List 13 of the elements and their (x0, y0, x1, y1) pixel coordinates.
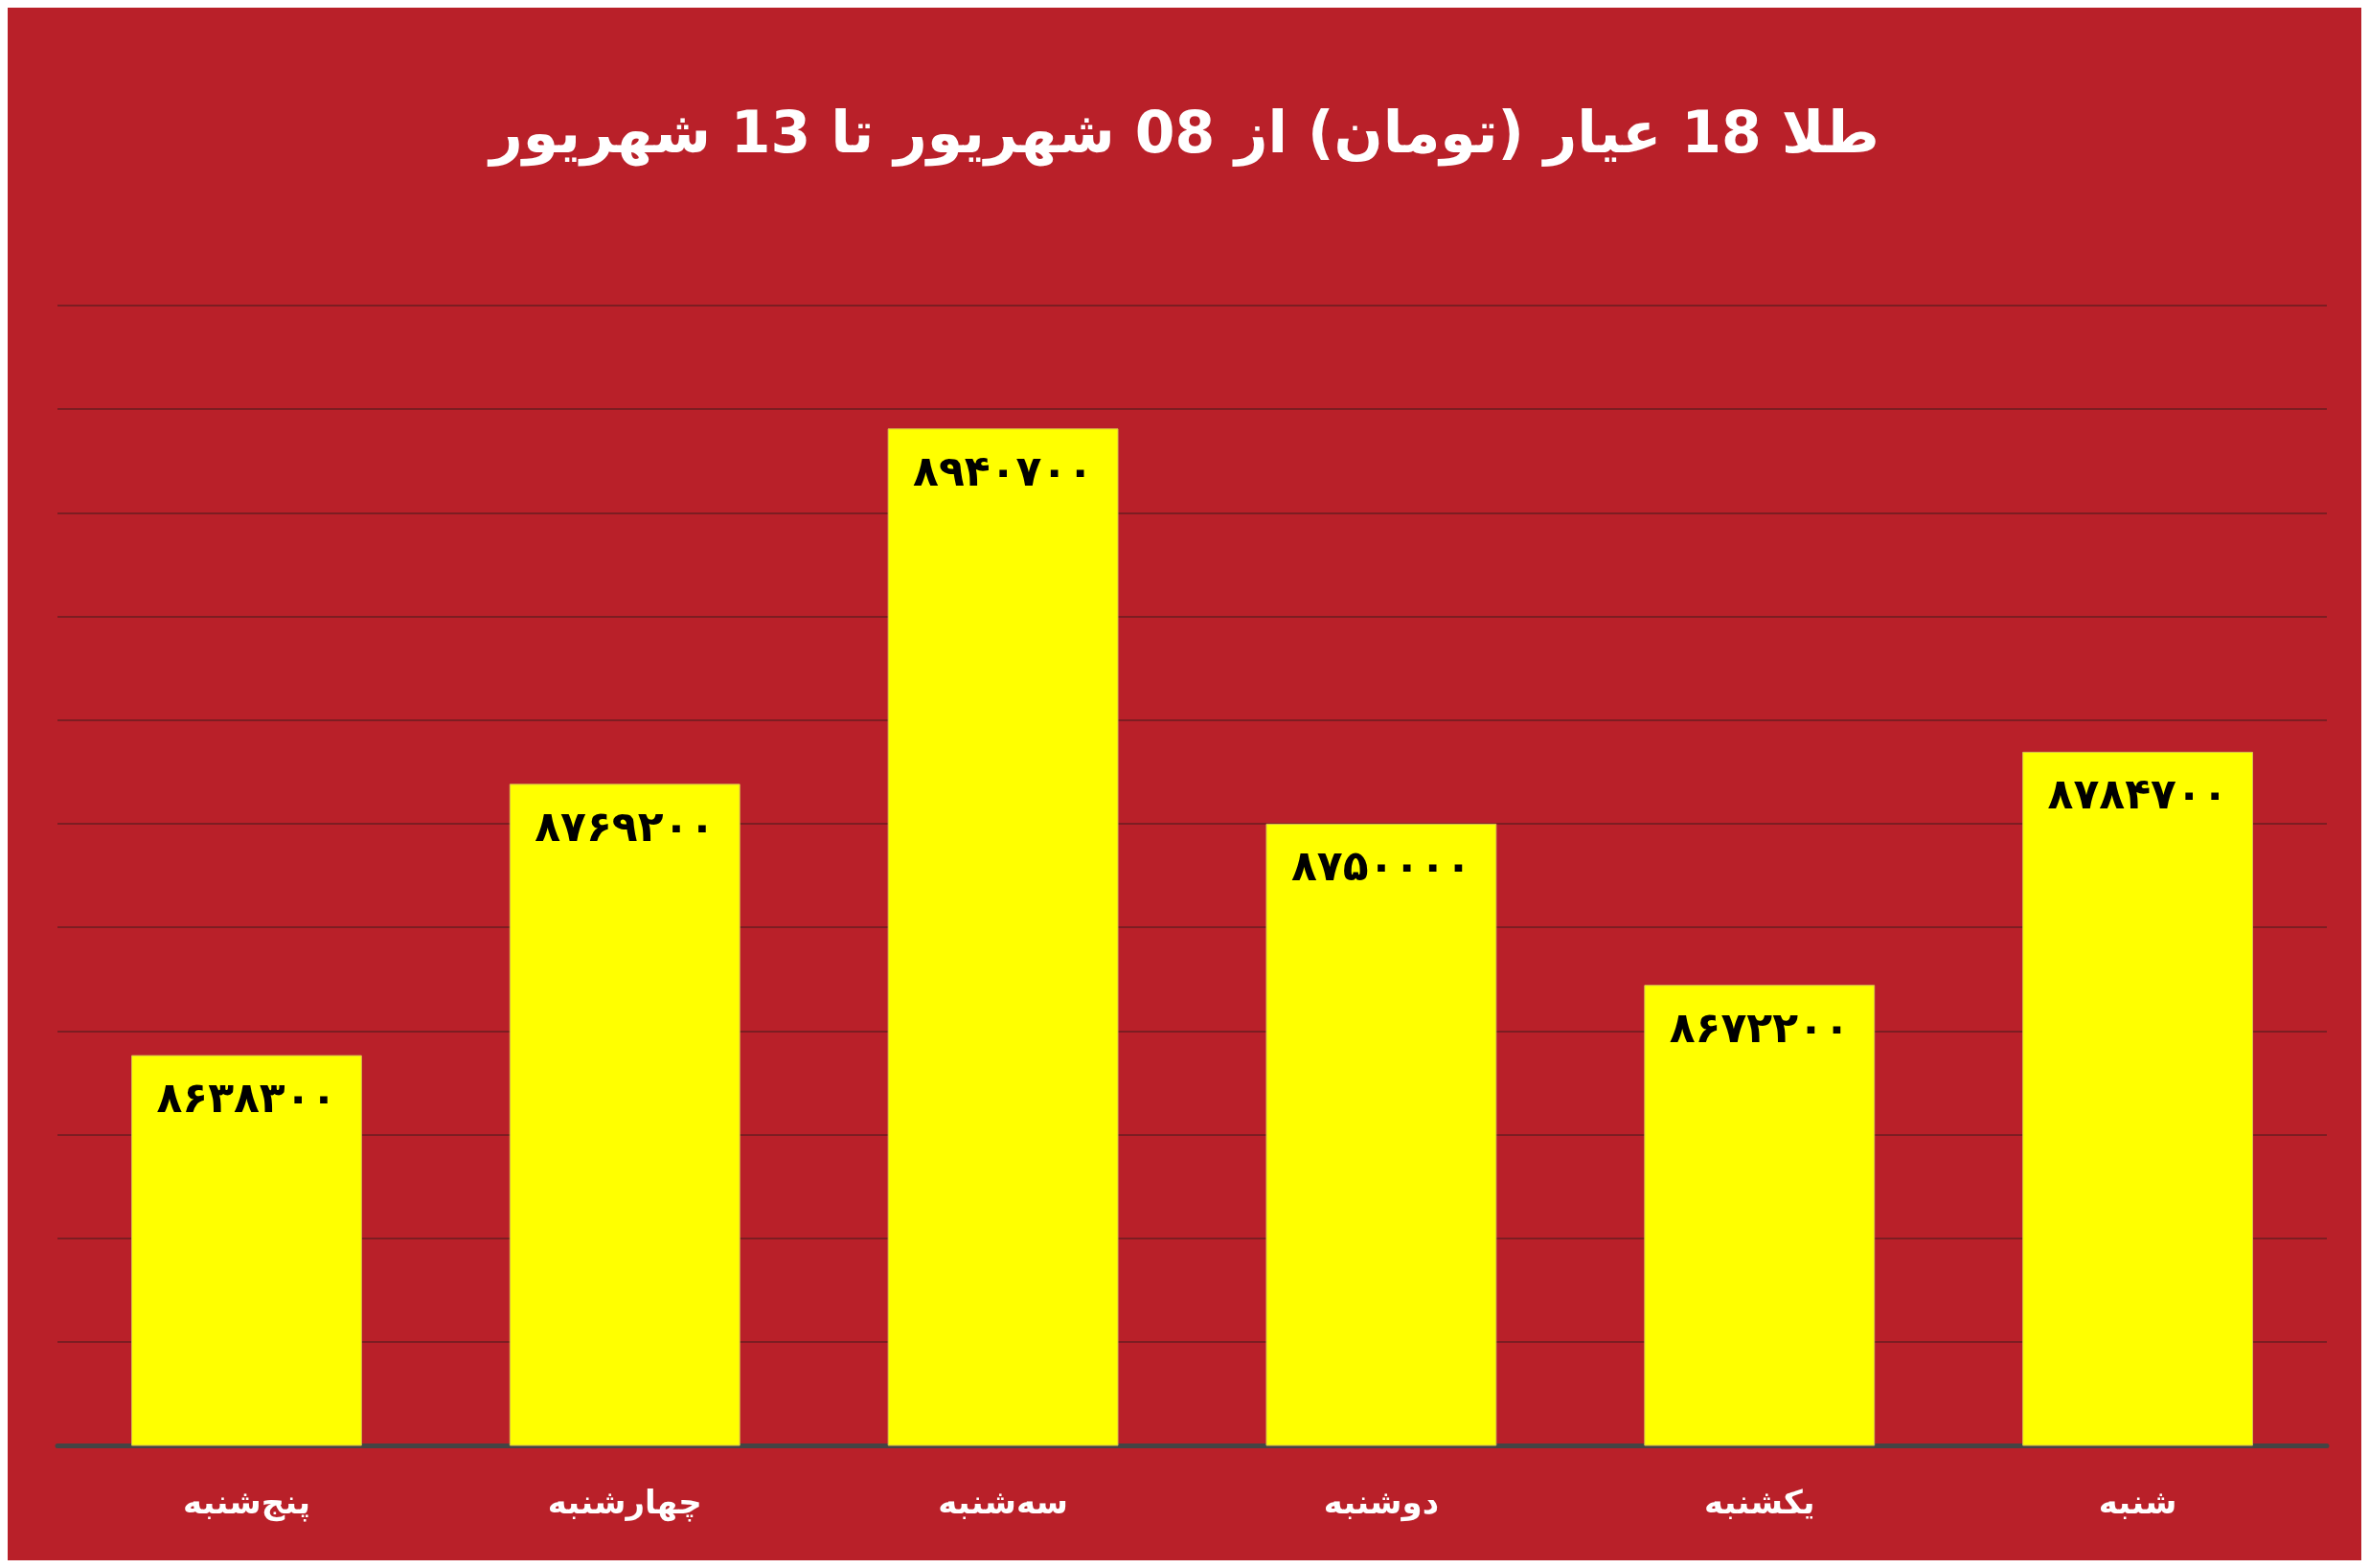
data-label: ۸۶۳۸۳۰۰ (156, 1073, 337, 1123)
x-tick-label: سه‌شنبه (938, 1483, 1069, 1521)
chart-title: طلا 18 عیار (تومان) از 08 شهریور تا 13 شهریور (487, 99, 1879, 167)
data-label: ۸۷۵۰۰۰۰ (1290, 841, 1471, 891)
x-tick-label: دوشنبه (1323, 1483, 1440, 1522)
data-label: ۸۹۴۰۷۰۰ (913, 445, 1094, 495)
x-tick-label: شنبه (2098, 1483, 2177, 1521)
x-tick-label: چهارشنبه (547, 1483, 702, 1522)
data-label: ۸۶۷۲۲۰۰ (1669, 1002, 1850, 1052)
x-tick-label: پنج‌شنبه (182, 1483, 310, 1522)
data-label: ۸۷۸۴۷۰۰ (2047, 769, 2228, 819)
x-tick-label: یکشنبه (1703, 1483, 1815, 1521)
data-label: ۸۷۶۹۲۰۰ (535, 801, 716, 851)
